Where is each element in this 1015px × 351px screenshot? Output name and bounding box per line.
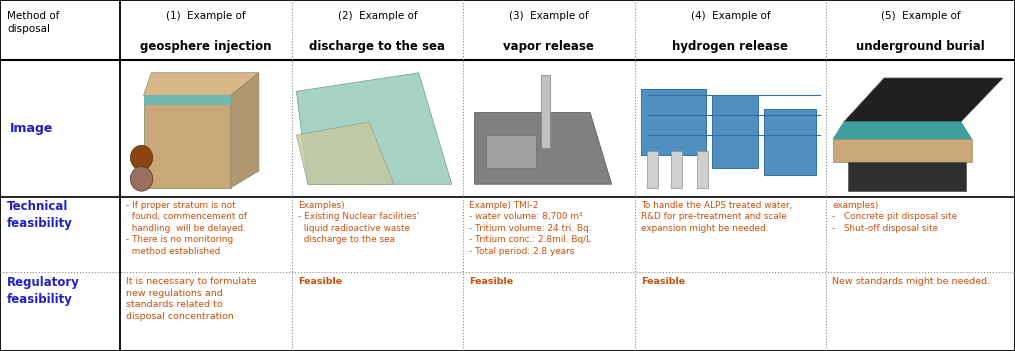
Polygon shape bbox=[296, 73, 452, 184]
Text: Feasible: Feasible bbox=[640, 277, 685, 286]
Text: (5)  Example of: (5) Example of bbox=[881, 11, 960, 20]
Bar bbox=[294, 62, 460, 195]
Text: underground burial: underground burial bbox=[857, 40, 985, 53]
Polygon shape bbox=[843, 78, 1003, 122]
Text: Method of
disposal: Method of disposal bbox=[7, 11, 60, 34]
Text: Example) TMI-2
- water volume: 8,700 m³
- Tritium volume: 24 tri. Bq.
- Tritium : Example) TMI-2 - water volume: 8,700 m³ … bbox=[469, 201, 592, 256]
Ellipse shape bbox=[130, 167, 152, 191]
Text: - If proper stratum is not
  found, commencement of
  handling  will be delayed.: - If proper stratum is not found, commen… bbox=[126, 201, 248, 256]
Text: vapor release: vapor release bbox=[503, 40, 594, 53]
Bar bbox=[486, 135, 536, 168]
Text: (4)  Example of: (4) Example of bbox=[690, 11, 770, 20]
Text: It is necessary to formulate
new regulations and
standards related to
disposal c: It is necessary to formulate new regulat… bbox=[126, 277, 257, 321]
Polygon shape bbox=[230, 73, 259, 188]
Bar bbox=[637, 62, 823, 195]
Bar bbox=[697, 151, 708, 188]
Text: discharge to the sea: discharge to the sea bbox=[310, 40, 446, 53]
Bar bbox=[123, 62, 288, 195]
Text: geosphere injection: geosphere injection bbox=[140, 40, 272, 53]
Bar bbox=[641, 89, 706, 155]
Polygon shape bbox=[474, 113, 612, 184]
Bar bbox=[647, 151, 658, 188]
Text: To handle the ALPS treated water,
R&D for pre-treatment and scale
expansion migh: To handle the ALPS treated water, R&D fo… bbox=[640, 201, 792, 233]
Text: examples)
-   Concrete pit disposal site
-   Shut-off disposal site: examples) - Concrete pit disposal site -… bbox=[832, 201, 957, 233]
Text: (3)  Example of: (3) Example of bbox=[510, 11, 589, 20]
Bar bbox=[829, 62, 1012, 195]
Polygon shape bbox=[143, 95, 230, 105]
Text: (2)  Example of: (2) Example of bbox=[338, 11, 417, 20]
Polygon shape bbox=[143, 73, 259, 95]
Text: Image: Image bbox=[10, 122, 54, 135]
Text: Examples)
- Existing Nuclear facilities'
  liquid radioactive waste
  discharge : Examples) - Existing Nuclear facilities'… bbox=[297, 201, 419, 244]
Text: Feasible: Feasible bbox=[469, 277, 514, 286]
Ellipse shape bbox=[130, 145, 152, 170]
Polygon shape bbox=[143, 95, 230, 188]
Text: hydrogen release: hydrogen release bbox=[672, 40, 789, 53]
Polygon shape bbox=[833, 139, 971, 161]
Text: New standards might be needed.: New standards might be needed. bbox=[832, 277, 991, 286]
Text: Technical
feasibility: Technical feasibility bbox=[7, 200, 73, 230]
Bar bbox=[712, 95, 758, 168]
Text: Feasible: Feasible bbox=[297, 277, 342, 286]
Bar bbox=[848, 162, 966, 191]
Bar bbox=[466, 62, 631, 195]
Text: (1)  Example of: (1) Example of bbox=[166, 11, 246, 20]
Bar bbox=[541, 75, 550, 148]
Polygon shape bbox=[833, 122, 971, 139]
Bar bbox=[764, 108, 816, 175]
Bar bbox=[671, 151, 682, 188]
Text: Regulatory
feasibility: Regulatory feasibility bbox=[7, 276, 80, 305]
Polygon shape bbox=[296, 122, 394, 184]
